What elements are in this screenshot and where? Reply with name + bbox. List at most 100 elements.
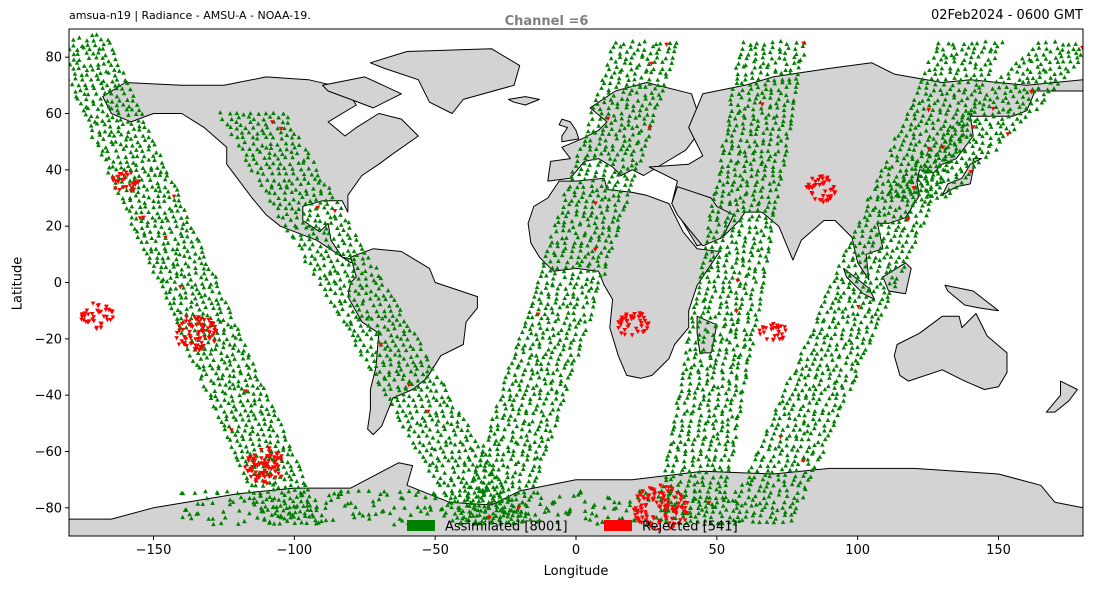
assimilated-point <box>907 249 912 254</box>
assimilated-point <box>888 237 894 242</box>
assimilated-point <box>488 492 494 497</box>
assimilated-point <box>750 519 756 524</box>
assimilated-point <box>441 449 446 454</box>
assimilated-point <box>399 518 405 523</box>
assimilated-point <box>708 229 713 234</box>
assimilated-point <box>256 436 262 442</box>
assimilated-point <box>615 104 620 110</box>
assimilated-point <box>601 215 607 220</box>
assimilated-point <box>441 413 446 418</box>
assimilated-point <box>139 177 145 182</box>
assimilated-point <box>736 493 742 498</box>
assimilated-point <box>297 509 303 514</box>
assimilated-point <box>181 239 187 244</box>
assimilated-point <box>780 505 785 510</box>
land-new-guinea <box>944 284 999 312</box>
assimilated-point <box>245 478 250 484</box>
assimilated-point <box>869 227 874 233</box>
assimilated-point <box>254 146 260 152</box>
assimilated-point <box>861 350 866 355</box>
assimilated-point <box>114 77 120 82</box>
assimilated-point <box>503 406 509 411</box>
assimilated-point <box>285 451 291 457</box>
assimilated-point <box>908 189 913 194</box>
assimilated-point <box>413 403 418 408</box>
assimilated-point <box>957 80 962 85</box>
assimilated-point <box>458 439 463 444</box>
assimilated-point <box>261 385 267 391</box>
assimilated-point <box>762 42 767 47</box>
assimilated-point <box>313 218 318 223</box>
assimilated-point <box>741 248 747 254</box>
assimilated-point <box>405 418 411 424</box>
assimilated-point <box>864 329 870 334</box>
assimilated-point <box>323 197 329 203</box>
assimilated-point <box>315 212 321 217</box>
assimilated-point <box>864 273 870 279</box>
assimilated-point <box>232 322 238 328</box>
assimilated-point <box>606 151 612 156</box>
assimilated-point <box>567 345 573 350</box>
assimilated-point <box>376 273 381 278</box>
rejected-point <box>104 314 109 320</box>
assimilated-point <box>915 90 920 95</box>
assimilated-point <box>582 161 587 166</box>
assimilated-point <box>513 470 518 475</box>
assimilated-point <box>106 58 111 64</box>
assimilated-point <box>611 44 616 49</box>
assimilated-point <box>502 401 508 407</box>
assimilated-point <box>167 268 173 274</box>
assimilated-point <box>381 489 387 494</box>
assimilated-point <box>708 442 713 447</box>
assimilated-point <box>656 92 662 97</box>
assimilated-point <box>919 197 925 202</box>
assimilated-point <box>951 45 957 50</box>
assimilated-point <box>595 258 600 263</box>
assimilated-point <box>1014 116 1020 121</box>
assimilated-point <box>587 162 592 167</box>
assimilated-point <box>750 75 755 80</box>
assimilated-point <box>253 416 258 421</box>
assimilated-point <box>358 352 364 357</box>
assimilated-point <box>201 271 207 276</box>
land-africa <box>527 177 721 379</box>
assimilated-point <box>831 367 837 372</box>
assimilated-point <box>692 310 697 315</box>
rejected-point <box>197 319 202 324</box>
assimilated-point <box>317 266 323 271</box>
assimilated-point <box>314 504 320 509</box>
assimilated-point <box>928 184 934 189</box>
assimilated-point <box>148 246 154 251</box>
assimilated-point <box>311 192 317 197</box>
assimilated-point <box>494 408 499 414</box>
assimilated-point <box>515 441 520 446</box>
assimilated-point <box>923 187 929 192</box>
assimilated-point <box>378 491 383 496</box>
assimilated-point <box>267 190 272 195</box>
assimilated-point <box>728 101 734 106</box>
assimilated-point <box>192 259 197 264</box>
assimilated-point <box>827 324 832 329</box>
assimilated-point <box>1071 46 1076 51</box>
assimilated-point <box>105 112 110 118</box>
assimilated-point <box>867 234 873 239</box>
assimilated-point <box>738 408 743 414</box>
assimilated-point <box>858 319 864 325</box>
assimilated-point <box>602 194 608 200</box>
assimilated-point <box>914 189 920 195</box>
assimilated-point <box>337 285 343 291</box>
assimilated-point <box>929 76 934 81</box>
assimilated-point <box>836 298 842 303</box>
assimilated-point <box>783 67 788 73</box>
assimilated-point <box>930 125 936 131</box>
assimilated-point <box>950 83 956 88</box>
assimilated-point <box>775 472 781 477</box>
assimilated-point <box>856 326 862 331</box>
assimilated-point <box>699 362 704 368</box>
assimilated-point <box>571 244 576 249</box>
assimilated-point <box>920 183 925 188</box>
assimilated-point <box>863 294 869 299</box>
assimilated-point <box>227 385 233 390</box>
assimilated-point <box>786 77 792 82</box>
assimilated-point <box>918 118 924 124</box>
